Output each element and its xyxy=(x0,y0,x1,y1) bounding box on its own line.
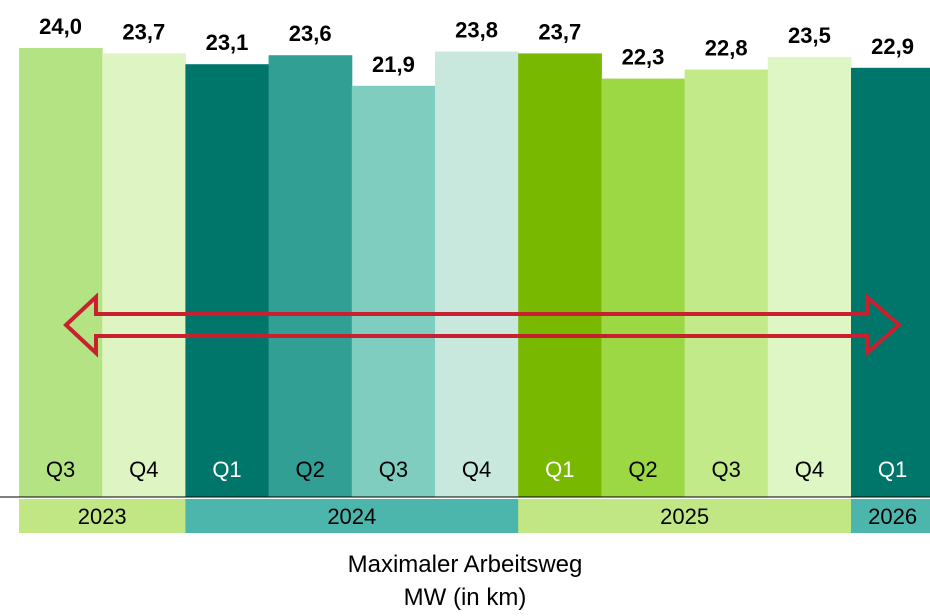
quarter-label-11: Q1 xyxy=(878,457,907,482)
bar-3 xyxy=(185,64,270,497)
value-label-5: 21,9 xyxy=(372,52,415,77)
bars-group xyxy=(19,48,930,498)
quarter-label-1: Q3 xyxy=(46,457,75,482)
bar-11 xyxy=(851,67,930,498)
value-label-1: 24,0 xyxy=(39,14,82,39)
value-label-3: 23,1 xyxy=(206,30,249,55)
quarter-label-6: Q4 xyxy=(462,457,491,482)
bar-8 xyxy=(601,78,686,497)
value-label-6: 23,8 xyxy=(455,18,498,43)
bar-9 xyxy=(684,69,769,497)
bar-6 xyxy=(435,51,519,497)
year-band-2026 xyxy=(851,499,930,533)
caption-line-1: Maximaler Arbeitsweg xyxy=(347,551,583,578)
caption-line-2: MW (in km) xyxy=(403,584,527,611)
quarter-label-9: Q3 xyxy=(712,457,741,482)
value-label-8: 22,3 xyxy=(622,45,665,70)
year-band-2023 xyxy=(19,499,186,533)
quarter-label-7: Q1 xyxy=(545,457,574,482)
value-label-4: 23,6 xyxy=(289,21,332,46)
year-band-2024 xyxy=(185,499,519,533)
quarter-label-5: Q3 xyxy=(379,457,408,482)
year-label-2026: 2026 xyxy=(868,504,917,529)
year-label-2024: 2024 xyxy=(327,504,376,529)
quarter-label-8: Q2 xyxy=(628,457,657,482)
value-label-7: 23,7 xyxy=(538,19,581,44)
quarter-label-4: Q2 xyxy=(296,457,325,482)
quarter-labels-group: Q3 Q4 Q1 Q2 Q3 Q4 Q1 Q2 Q3 Q4 Q1 xyxy=(46,457,907,482)
value-labels-group: 24,0 23,7 23,1 23,6 21,9 23,8 23,7 22,3 22,8 23,5… xyxy=(39,14,914,77)
bar-7 xyxy=(518,53,602,498)
bar-2 xyxy=(102,53,186,498)
double-arrow-annotation xyxy=(63,292,903,358)
value-label-9: 22,8 xyxy=(705,36,748,61)
bar-10 xyxy=(767,57,852,497)
bar-1 xyxy=(19,48,103,497)
value-label-11: 22,9 xyxy=(871,34,914,59)
bar-5 xyxy=(351,85,436,498)
year-label-2025: 2025 xyxy=(660,504,709,529)
quarter-label-10: Q4 xyxy=(795,457,824,482)
year-band-2025 xyxy=(518,499,852,533)
year-band-group: 2023 2024 2025 2026 xyxy=(19,499,930,533)
value-label-10: 23,5 xyxy=(788,23,831,48)
year-label-2023: 2023 xyxy=(78,504,127,529)
bar-4 xyxy=(268,55,353,497)
quarter-label-3: Q1 xyxy=(212,457,241,482)
value-label-2: 23,7 xyxy=(122,19,165,44)
quarter-label-2: Q4 xyxy=(129,457,158,482)
bar-chart: 24,0 23,7 23,1 23,6 21,9 23,8 23,7 22,3 22,8 23,5… xyxy=(0,14,930,533)
